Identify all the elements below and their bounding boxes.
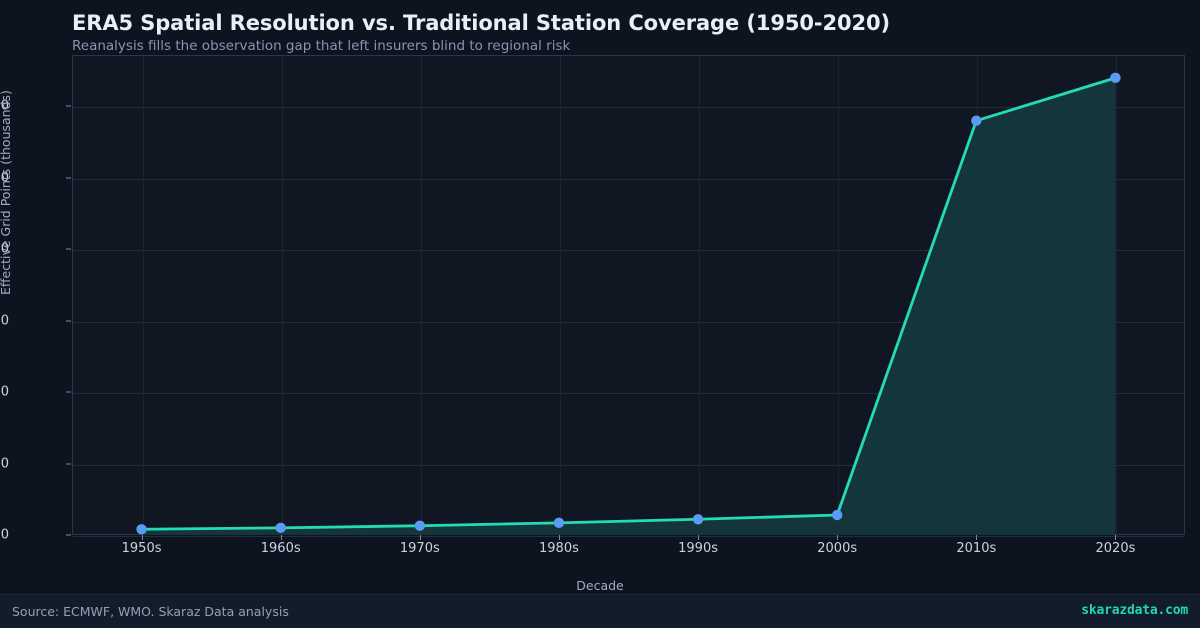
x-tick-label: 2010s	[956, 541, 997, 556]
y-tick-label: 200	[0, 384, 9, 400]
gridline-x-1960s	[281, 56, 283, 534]
footer-source-text: Source: ECMWF, WMO. Skaraz Data analysis	[12, 604, 289, 619]
y-tick-mark	[66, 463, 71, 465]
gridline-x-1990s	[699, 56, 701, 534]
y-tick-label: 500	[0, 170, 9, 186]
chart-header: ERA5 Spatial Resolution vs. Traditional …	[72, 10, 1182, 55]
gridline-y-200	[73, 393, 1184, 395]
gridline-x-2020s	[1116, 56, 1118, 534]
y-tick-mark	[66, 534, 71, 536]
x-tick-label: 1990s	[678, 541, 718, 556]
y-tick-mark	[66, 105, 71, 107]
y-tick-label: 600	[0, 98, 9, 114]
y-tick-label: 100	[0, 456, 9, 472]
x-tick-label: 1950s	[121, 541, 162, 556]
gridline-x-1970s	[420, 56, 422, 534]
gridline-y-600	[73, 107, 1184, 109]
x-tick-mark	[558, 535, 560, 540]
gridline-x-2010s	[977, 56, 979, 534]
chart-footer: Source: ECMWF, WMO. Skaraz Data analysis…	[0, 594, 1200, 628]
x-tick-label: 2020s	[1095, 541, 1136, 556]
plot-area	[72, 55, 1185, 537]
y-tick-label: 300	[0, 313, 9, 329]
gridline-y-0	[73, 536, 1184, 537]
gridline-y-500	[73, 178, 1184, 180]
x-tick-mark	[280, 535, 282, 540]
x-tick-label: 1980s	[539, 541, 579, 556]
x-tick-mark	[976, 535, 978, 540]
x-tick-mark	[698, 535, 700, 540]
footer-brand-link[interactable]: skarazdata.com	[1081, 603, 1188, 618]
x-tick-mark	[837, 535, 839, 540]
y-tick-mark	[66, 248, 71, 250]
x-tick-label: 1960s	[260, 541, 301, 556]
gridline-y-400	[73, 250, 1184, 252]
chart-subtitle: Reanalysis fills the observation gap tha…	[72, 38, 571, 54]
y-axis-title: Effective Grid Points (thousands)	[0, 90, 13, 295]
y-tick-label: 0	[0, 527, 9, 543]
gridline-x-2000s	[838, 56, 840, 534]
x-tick-label: 2000s	[817, 541, 858, 556]
chart-title: ERA5 Spatial Resolution vs. Traditional …	[72, 11, 891, 35]
x-tick-mark	[141, 535, 143, 540]
y-tick-mark	[66, 320, 71, 322]
y-tick-mark	[66, 391, 71, 393]
y-tick-label: 400	[0, 241, 9, 257]
x-tick-mark	[419, 535, 421, 540]
x-tick-label: 1970s	[399, 541, 440, 556]
gridline-x-1980s	[559, 56, 561, 534]
x-axis-title: Decade	[576, 578, 624, 593]
x-tick-mark	[1115, 535, 1117, 540]
gridline-y-300	[73, 321, 1184, 323]
gridlines	[73, 56, 1184, 537]
gridline-y-100	[73, 464, 1184, 466]
y-tick-mark	[66, 177, 71, 179]
gridline-x-1950s	[142, 56, 144, 534]
